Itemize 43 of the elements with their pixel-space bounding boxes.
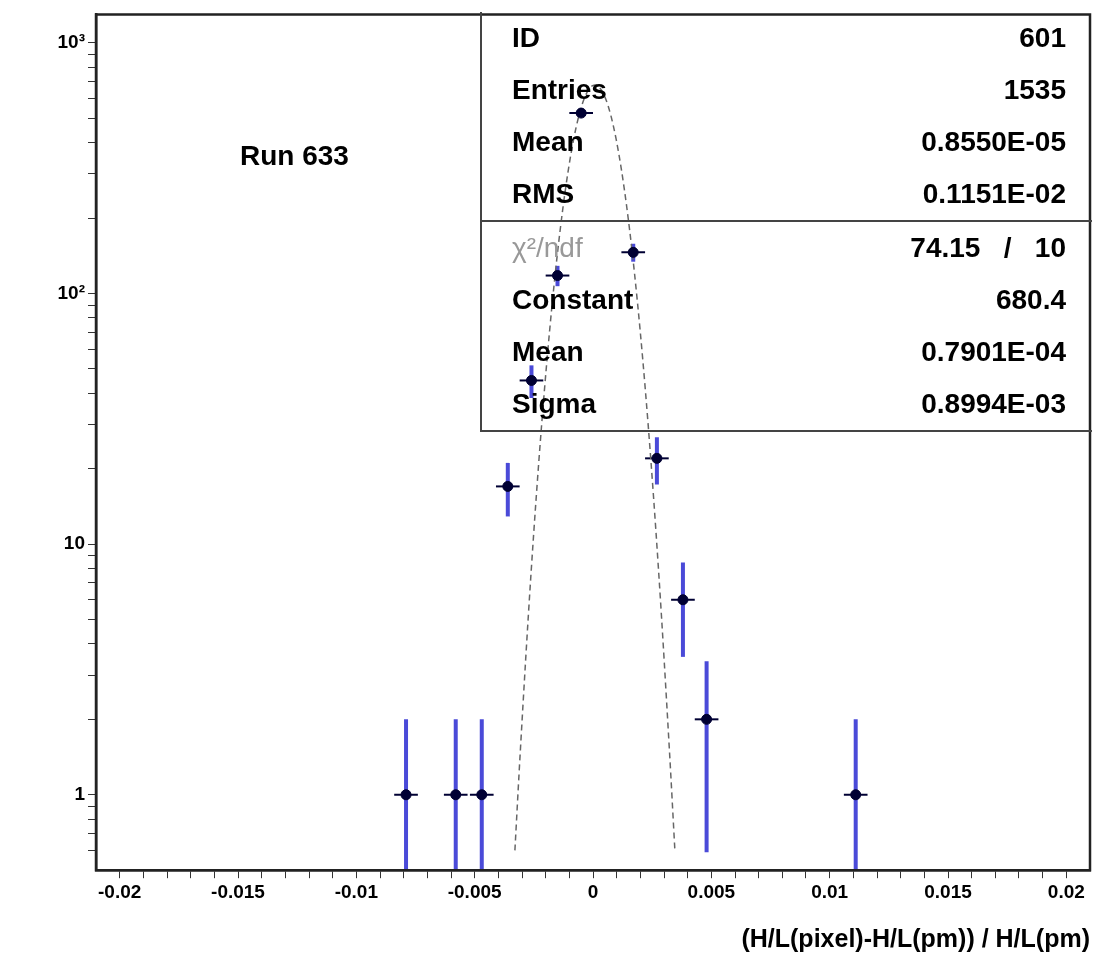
point xyxy=(476,789,488,801)
x-tick-label: 0.01 xyxy=(811,880,849,902)
annotation: 680.4 xyxy=(995,284,1066,316)
y-tick-label: 1 xyxy=(74,783,86,804)
x-tick-label: -0.01 xyxy=(334,880,379,902)
x-tick-label: -0.005 xyxy=(447,880,503,902)
x-tick-label: -0.015 xyxy=(211,880,266,902)
annotation: ID xyxy=(512,22,540,54)
annotation: 0.1151E-02 xyxy=(922,178,1066,210)
point xyxy=(850,789,862,801)
y-tick-label: 10 xyxy=(63,532,85,554)
y-tick-label: 10³ xyxy=(57,31,85,53)
annotation: χ²/ndf xyxy=(512,232,583,264)
annotation: 1535 xyxy=(1003,74,1066,106)
annotation: 601 xyxy=(1019,22,1066,54)
point xyxy=(400,789,412,801)
point xyxy=(502,480,514,492)
x-tick-label: 0.005 xyxy=(687,880,736,902)
x-tick-label: 0.02 xyxy=(1047,880,1085,902)
annotation: Constant xyxy=(512,284,634,316)
annotation: Sigma xyxy=(512,388,597,420)
x-tick-label: 0.015 xyxy=(924,880,973,902)
point xyxy=(627,246,639,258)
point xyxy=(575,107,587,119)
annotation: Entries xyxy=(512,74,607,106)
x-tick-label: -0.02 xyxy=(98,880,142,902)
annotation: Run 633 xyxy=(240,140,349,172)
point xyxy=(450,789,462,801)
annotation: 0.7901E-04 xyxy=(921,336,1066,368)
annotation: 0.8550E-05 xyxy=(921,126,1066,158)
annotation: RMS xyxy=(512,178,575,210)
point xyxy=(677,594,689,606)
x-tick-label: 0 xyxy=(587,880,599,902)
x-axis-title: (H/L(pixel)-H/L(pm)) / H/L(pm) xyxy=(741,923,1090,952)
point xyxy=(651,452,663,464)
annotation: 0.8994E-03 xyxy=(921,388,1066,420)
annotation: 74.15 / 10 xyxy=(910,232,1066,264)
point xyxy=(525,374,537,386)
annotation: Mean xyxy=(512,126,584,158)
point xyxy=(701,713,713,725)
y-tick-label: 10² xyxy=(57,281,85,303)
annotation: Mean xyxy=(512,336,584,368)
point xyxy=(552,270,563,282)
